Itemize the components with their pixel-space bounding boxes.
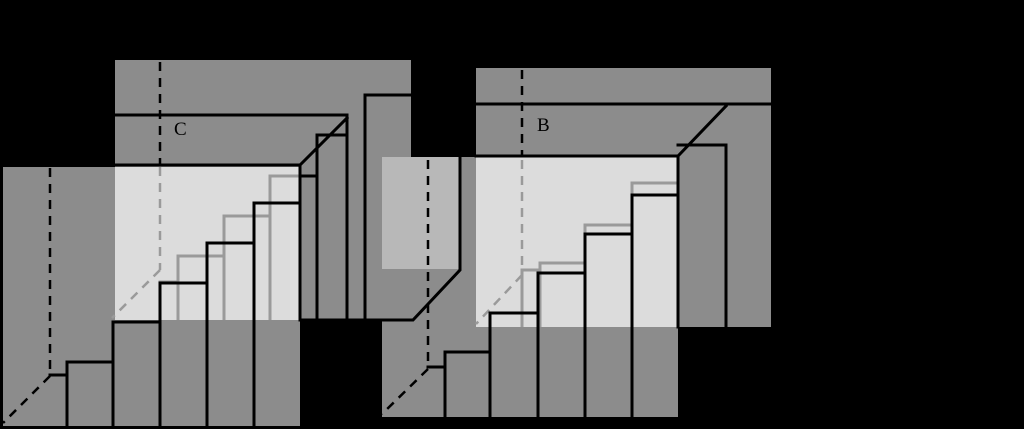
left-front-hidden-diagonal	[2, 375, 51, 424]
right-overlap-region	[476, 157, 678, 327]
left-back-hidden-diagonal	[111, 269, 161, 319]
left-figure: C	[2, 60, 413, 428]
right-front-hidden-diagonal	[381, 368, 429, 415]
label-b: B	[537, 115, 550, 136]
left-connecting-diagonal	[297, 115, 350, 168]
right-back-upper-steps	[676, 143, 728, 329]
right-left-connector	[380, 155, 462, 322]
left-back-top-step	[363, 93, 413, 322]
right-overlap-left-strip	[382, 157, 460, 269]
label-c: C	[174, 119, 187, 140]
right-back-hidden-diagonal	[475, 274, 523, 325]
right-figure: B	[380, 68, 773, 419]
right-connecting-diagonal	[675, 103, 729, 159]
